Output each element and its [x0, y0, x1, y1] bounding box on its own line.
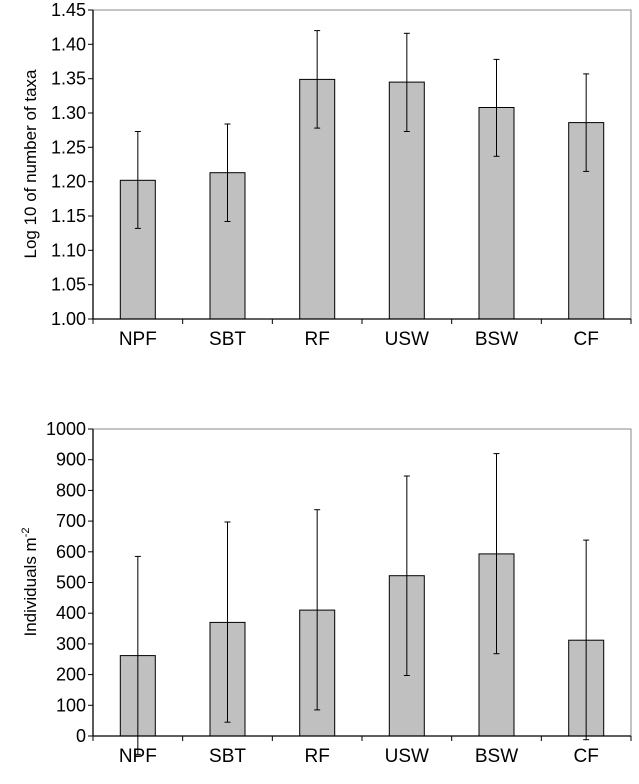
x-tick-label-individuals-cf: CF [574, 746, 599, 767]
x-tick-label-individuals-rf: RF [305, 746, 330, 767]
chart-individuals: 0 100 200 300 400 500 600 700 800 900 1000 NPF SBT R… [20, 419, 632, 767]
y-tick-label-taxa: 1.25 [51, 137, 86, 157]
x-tick-label-individuals-sbt: SBT [209, 746, 246, 767]
y-tick-label-taxa: 1.35 [51, 69, 86, 89]
y-tick-label-taxa: 1.15 [51, 206, 86, 226]
y-tick-label-individuals: 0 [76, 726, 86, 746]
y-tick-label-taxa: 1.00 [51, 309, 86, 329]
y-tick-label-taxa: 1.10 [51, 240, 86, 260]
y-tick-label-taxa: 1.45 [51, 0, 86, 20]
y-tick-label-individuals: 800 [56, 480, 86, 500]
x-tick-label-taxa-bsw: BSW [475, 329, 518, 350]
chart-taxa: 1.00 1.05 1.10 1.15 1.20 1.25 1.30 1.35 1.40 1.45… [21, 0, 632, 350]
y-tick-label-individuals: 100 [56, 695, 86, 715]
y-tick-label-individuals: 300 [56, 634, 86, 654]
y-tick-label-individuals: 1000 [46, 419, 86, 439]
y-tick-label-individuals: 600 [56, 542, 86, 562]
y-tick-label-taxa: 1.20 [51, 172, 86, 192]
y-tick-label-taxa: 1.40 [51, 34, 86, 54]
x-tick-label-individuals-usw: USW [385, 746, 429, 767]
x-tick-label-individuals-npf: NPF [119, 746, 157, 767]
y-tick-label-individuals: 700 [56, 511, 86, 531]
x-tick-label-taxa-sbt: SBT [209, 329, 246, 350]
y-tick-label-individuals: 400 [56, 603, 86, 623]
x-tick-label-taxa-npf: NPF [119, 329, 157, 350]
y-axis-title-superscript: -2 [20, 528, 32, 538]
x-tick-label-individuals-bsw: BSW [475, 746, 518, 767]
y-axis-title-individuals: Individuals m-2 [20, 528, 40, 637]
bar-taxa-usw [388, 81, 425, 320]
x-tick-label-taxa-rf: RF [305, 329, 330, 350]
y-tick-label-individuals: 500 [56, 573, 86, 593]
y-axis-title-main: Individuals m [21, 537, 40, 636]
plot-area-taxa [92, 9, 632, 320]
y-tick-label-individuals: 200 [56, 665, 86, 685]
y-tick-label-individuals: 900 [56, 450, 86, 470]
x-tick-label-taxa-usw: USW [385, 329, 429, 350]
x-tick-label-taxa-cf: CF [574, 329, 599, 350]
y-tick-label-taxa: 1.30 [51, 103, 86, 123]
y-axis-title-taxa: Log 10 of number of taxa [21, 69, 40, 259]
plot-area-individuals [92, 428, 632, 737]
y-tick-label-taxa: 1.05 [51, 275, 86, 295]
